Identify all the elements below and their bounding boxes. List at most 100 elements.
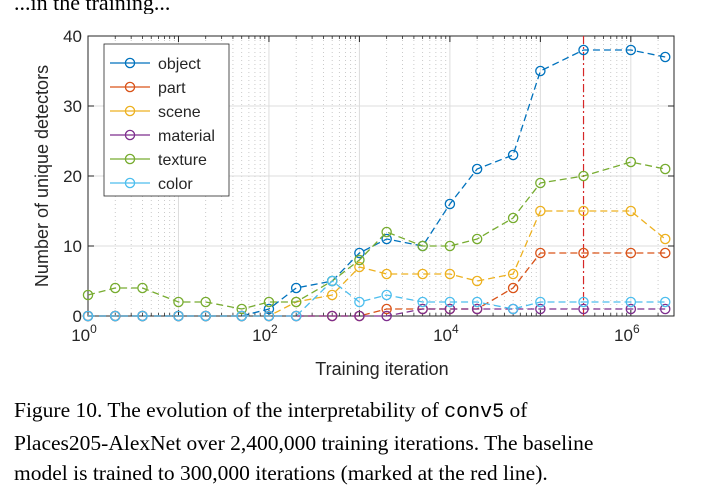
data-point-scene bbox=[354, 261, 365, 273]
data-point-scene bbox=[444, 268, 456, 280]
data-point-material bbox=[471, 303, 483, 315]
data-point-texture bbox=[173, 296, 184, 308]
data-point-texture bbox=[507, 212, 519, 224]
legend-entry-material: material bbox=[110, 128, 215, 145]
y-tick-label: 40 bbox=[63, 27, 82, 46]
legend-swatch-marker bbox=[124, 153, 136, 165]
legend-entry-scene: scene bbox=[110, 104, 201, 121]
caption-line-1: Figure 10. The evolution of the interpre… bbox=[14, 395, 704, 428]
data-point-texture bbox=[471, 233, 483, 245]
data-point-object bbox=[471, 163, 483, 175]
data-point-object bbox=[290, 282, 302, 294]
x-tick-label: 106 bbox=[614, 322, 640, 345]
data-point-material bbox=[625, 303, 637, 315]
caption-layer-name: conv5 bbox=[444, 401, 505, 424]
data-point-scene bbox=[625, 205, 637, 217]
caption-line-2: Places205-AlexNet over 2,400,000 trainin… bbox=[14, 431, 594, 455]
caption-line-3: model is trained to 300,000 iterations (… bbox=[14, 461, 548, 485]
data-point-color bbox=[417, 296, 428, 308]
data-point-color bbox=[236, 310, 247, 322]
data-point-object bbox=[625, 44, 637, 56]
data-point-texture bbox=[444, 240, 456, 252]
legend-label: object bbox=[158, 56, 201, 73]
legend-entry-texture: texture bbox=[110, 152, 207, 169]
series-lines bbox=[82, 44, 671, 322]
legend-label: scene bbox=[158, 104, 201, 121]
data-point-color bbox=[578, 296, 589, 308]
data-point-texture bbox=[200, 296, 211, 308]
y-tick-label: 10 bbox=[63, 237, 82, 256]
series-scene bbox=[82, 205, 671, 322]
data-point-scene bbox=[578, 205, 589, 217]
data-point-texture bbox=[381, 226, 392, 238]
data-point-part bbox=[535, 247, 546, 259]
legend-label: color bbox=[158, 176, 193, 193]
data-point-object bbox=[381, 233, 392, 245]
data-point-part bbox=[625, 247, 637, 259]
data-point-part bbox=[659, 247, 671, 259]
data-point-texture bbox=[354, 254, 365, 266]
data-point-part bbox=[507, 282, 519, 294]
data-point-part bbox=[381, 303, 392, 315]
legend-entry-color: color bbox=[110, 176, 193, 193]
data-point-texture bbox=[535, 177, 546, 189]
data-point-color bbox=[200, 310, 211, 322]
data-point-scene bbox=[326, 289, 338, 301]
data-point-color bbox=[444, 296, 456, 308]
legend-label: part bbox=[158, 80, 186, 97]
data-point-object bbox=[659, 51, 671, 63]
data-point-color bbox=[326, 275, 338, 287]
data-point-texture bbox=[659, 163, 671, 175]
data-point-object bbox=[444, 198, 456, 210]
data-point-scene bbox=[381, 268, 392, 280]
line-chart: 0 10 20 30 40 100 102 104 106 object part scene mat… bbox=[32, 27, 675, 379]
data-point-texture bbox=[417, 240, 428, 252]
x-tick-label: 100 bbox=[71, 322, 97, 345]
data-point-color bbox=[381, 289, 392, 301]
data-point-part bbox=[578, 247, 589, 259]
legend-entry-object: object bbox=[110, 56, 201, 73]
data-point-material bbox=[326, 310, 338, 322]
data-point-color bbox=[354, 296, 365, 308]
series-part bbox=[82, 247, 671, 322]
data-point-scene bbox=[659, 233, 671, 245]
x-axis-label: Training iteration bbox=[315, 359, 448, 379]
data-point-color bbox=[82, 310, 94, 322]
legend: object part scene material texture color bbox=[103, 43, 230, 197]
data-point-scene bbox=[471, 275, 483, 287]
caption-line-1-end: of bbox=[504, 398, 528, 422]
grid bbox=[87, 35, 675, 317]
previous-text-fragment: ...in the training... bbox=[14, 0, 171, 14]
data-point-material bbox=[535, 303, 546, 315]
legend-entry-part: part bbox=[110, 80, 186, 97]
figure-caption: Figure 10. The evolution of the interpre… bbox=[14, 395, 704, 488]
legend-swatch-marker bbox=[124, 105, 136, 117]
legend-swatch-marker bbox=[124, 177, 136, 189]
data-point-texture bbox=[82, 289, 94, 301]
data-point-material bbox=[659, 303, 671, 315]
legend-swatch-marker bbox=[124, 57, 136, 69]
data-point-object bbox=[578, 44, 589, 56]
data-point-color bbox=[173, 310, 184, 322]
data-point-scene bbox=[535, 205, 546, 217]
data-point-material bbox=[444, 303, 456, 315]
legend-label: material bbox=[158, 128, 215, 145]
data-point-material bbox=[578, 303, 589, 315]
data-point-object bbox=[263, 303, 275, 315]
data-point-color bbox=[507, 303, 519, 315]
data-point-color bbox=[471, 296, 483, 308]
data-point-texture bbox=[578, 170, 589, 182]
data-point-object bbox=[354, 247, 365, 259]
data-point-color bbox=[109, 310, 121, 322]
data-point-texture bbox=[263, 296, 275, 308]
data-point-color bbox=[625, 296, 637, 308]
y-tick-label: 0 bbox=[73, 307, 82, 326]
data-point-color bbox=[263, 310, 275, 322]
y-axis-label: Number of unique detectors bbox=[32, 65, 52, 287]
data-point-scene bbox=[417, 268, 428, 280]
data-point-texture bbox=[625, 156, 637, 168]
series-line-color bbox=[88, 280, 666, 317]
y-tick-label: 30 bbox=[63, 97, 82, 116]
series-color bbox=[82, 275, 671, 322]
data-point-scene bbox=[507, 268, 519, 280]
